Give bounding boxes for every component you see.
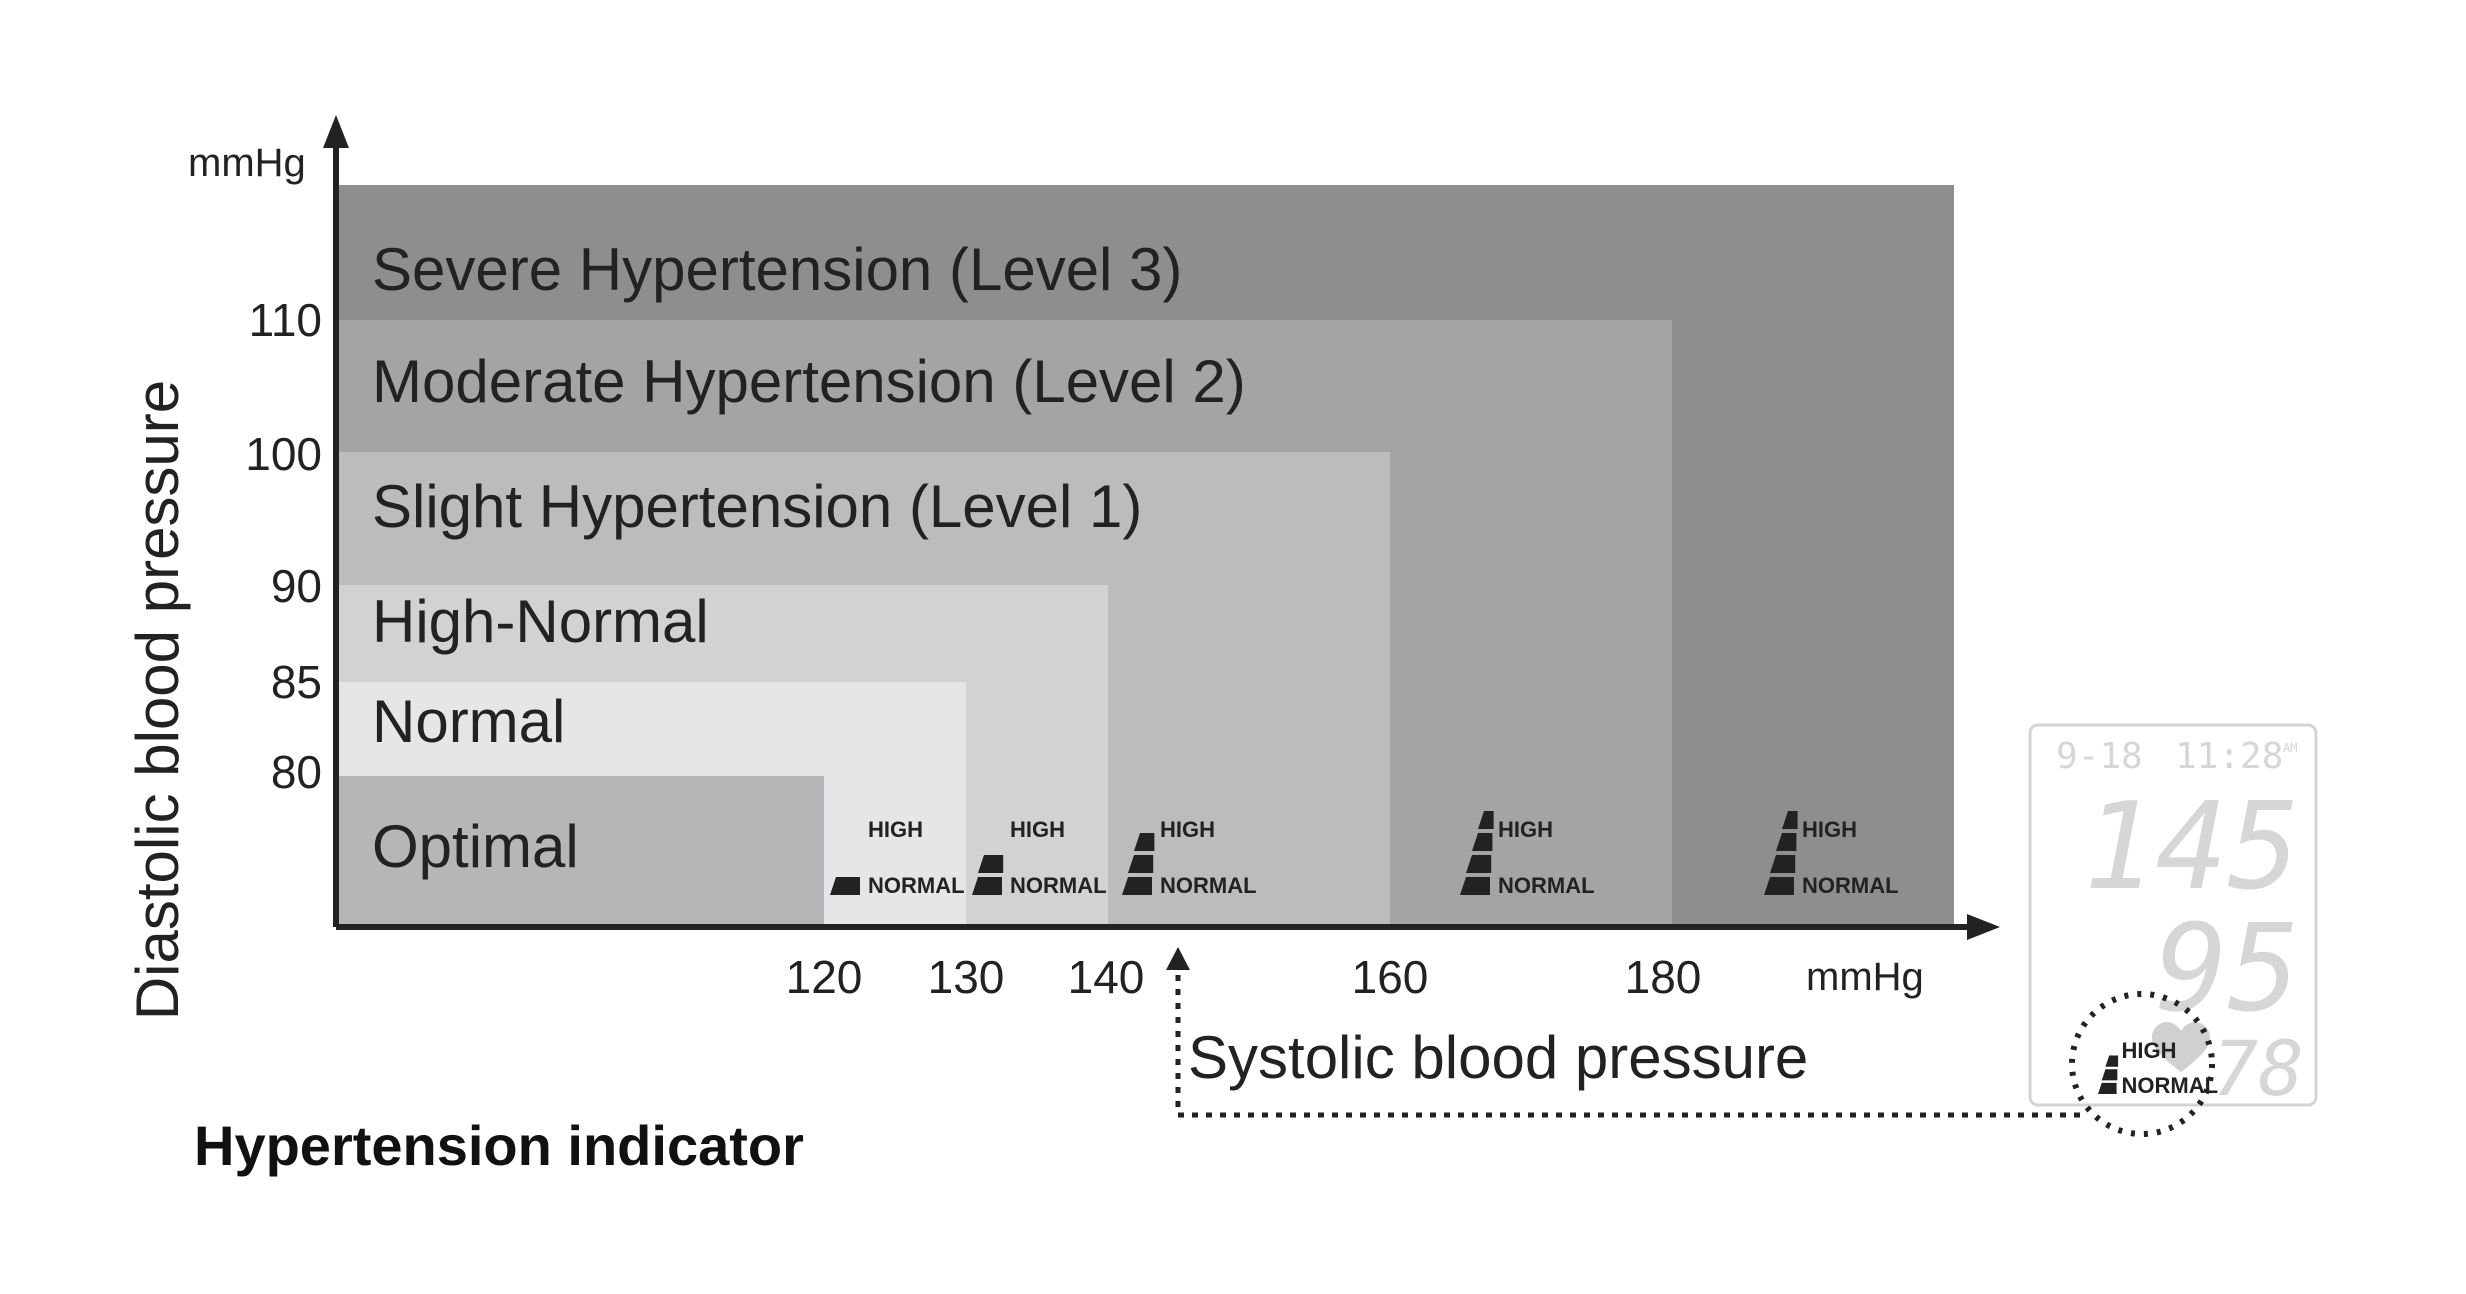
indicator-normal-label: NORMAL — [1802, 873, 1899, 898]
zone-label-moderate: Moderate Hypertension (Level 2) — [372, 348, 1246, 415]
highlight-circle — [2069, 991, 2215, 1137]
indicator-segment — [1466, 855, 1492, 873]
indicator-segment — [1782, 811, 1798, 829]
indicator-normal-label: NORMAL — [1010, 873, 1107, 898]
display-pulse: 78 — [2212, 1024, 2304, 1113]
display-diastolic: 95 — [2156, 900, 2301, 1039]
hypertension-indicator-icon: HIGH NORMAL — [830, 817, 965, 898]
indicator-segment — [1472, 833, 1493, 851]
heart-icon — [2152, 1022, 2210, 1072]
indicator-segment — [1764, 877, 1794, 895]
y-axis-unit: mmHg — [188, 141, 306, 185]
x-tick-label: 160 — [1352, 951, 1429, 1003]
hypertension-indicator-icon: HIGH NORMAL — [1764, 811, 1899, 898]
axes — [333, 135, 1975, 930]
display-time: 11:28 — [2175, 736, 2283, 777]
y-tick-label: 85 — [271, 656, 322, 708]
y-tick-label: 80 — [271, 746, 322, 798]
hypertension-indicator-icon: HIGH NORMAL — [1122, 817, 1257, 898]
y-axis-title: Diastolic blood pressure — [124, 380, 191, 1020]
indicator-high-label: HIGH — [868, 817, 923, 842]
indicator-segment — [1776, 833, 1797, 851]
indicator-segment — [1134, 833, 1155, 851]
x-axis-arrow — [1967, 914, 2000, 940]
indicator-high-label: HIGH — [2122, 1038, 2177, 1063]
zone-label-normal: Normal — [372, 688, 565, 755]
x-axis-unit: mmHg — [1806, 955, 1924, 999]
zone-label-optimal: Optimal — [372, 813, 579, 880]
zone-optimal — [336, 776, 824, 927]
indicator-normal-label: NORMAL — [1160, 873, 1257, 898]
zone-label-slight: Slight Hypertension (Level 1) — [372, 473, 1142, 540]
hypertension-indicator-icon: HIGH NORMAL — [972, 817, 1107, 898]
x-axis-title: Systolic blood pressure — [1188, 1024, 1808, 1091]
display-ampm: AM — [2283, 741, 2297, 755]
diagram-caption: Hypertension indicator — [194, 1114, 804, 1177]
pointer-arrow — [1166, 947, 1190, 970]
indicator-segment — [2105, 1055, 2119, 1067]
indicator-segment — [2098, 1082, 2117, 1094]
indicator-normal-label: NORMAL — [1498, 873, 1595, 898]
indicator-high-label: HIGH — [1802, 817, 1857, 842]
y-tick-label: 100 — [245, 428, 322, 480]
indicator-segment — [972, 877, 1002, 895]
hypertension-indicator-icon: HIGH NORMAL — [1460, 811, 1595, 898]
indicator-segment — [1770, 855, 1796, 873]
zone-label-high-normal: High-Normal — [372, 588, 709, 655]
display-indicator-icon: HIGH NORMAL — [2098, 1038, 2218, 1098]
dotted-pointer — [1175, 960, 2080, 1118]
y-axis-arrow — [323, 115, 349, 148]
x-tick-label: 140 — [1068, 951, 1145, 1003]
display-systolic: 145 — [2083, 778, 2300, 917]
x-tick-label: 180 — [1625, 951, 1702, 1003]
hypertension-indicator-icon: HIGH NORMAL — [2098, 1038, 2218, 1098]
indicator-segment — [1122, 877, 1152, 895]
indicator-normal-label: NORMAL — [2122, 1073, 2219, 1098]
display-frame — [2028, 723, 2318, 1107]
zone-label-severe: Severe Hypertension (Level 3) — [372, 236, 1182, 303]
pointer-line — [1175, 960, 2080, 1118]
indicator-high-label: HIGH — [1160, 817, 1215, 842]
indicator-normal-label: NORMAL — [868, 873, 965, 898]
x-tick-label: 130 — [928, 951, 1005, 1003]
indicator-segment — [2101, 1069, 2118, 1081]
indicator-segment — [1128, 855, 1154, 873]
y-tick-label: 90 — [271, 560, 322, 612]
indicator-high-label: HIGH — [1010, 817, 1065, 842]
zone-group — [336, 185, 1954, 927]
bp-monitor-display: 9-18 11:28 AM 145 95 78 HIGH NORMAL — [2028, 723, 2318, 1137]
indicator-high-label: HIGH — [1498, 817, 1553, 842]
indicator-segment — [830, 877, 860, 895]
display-date: 9-18 — [2056, 736, 2143, 777]
indicator-segment — [1460, 877, 1490, 895]
indicator-segment — [978, 855, 1004, 873]
y-tick-label: 110 — [249, 294, 322, 346]
x-tick-label: 120 — [786, 951, 863, 1003]
indicator-group: HIGH NORMAL HIGH NORMAL HIGH NORMAL HIGH NORMAL… — [830, 811, 1899, 898]
indicator-segment — [1478, 811, 1494, 829]
